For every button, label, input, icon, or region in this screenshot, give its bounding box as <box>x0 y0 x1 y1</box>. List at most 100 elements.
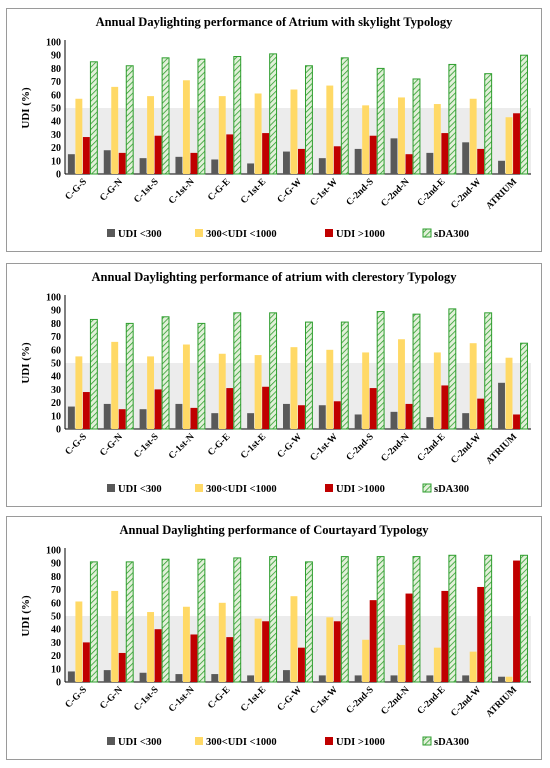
bar-udi-1000 <box>513 113 520 174</box>
bar-300-udi-1000 <box>182 80 190 174</box>
bar-udi-1000 <box>118 409 126 429</box>
x-tick-label: C-G-S <box>64 432 89 457</box>
bar-udi-300 <box>247 675 255 682</box>
bar-udi-1000 <box>190 152 198 174</box>
bar-300-udi-1000 <box>182 606 190 682</box>
bar-udi-300 <box>462 142 470 174</box>
x-tick-label: C-G-W <box>276 685 305 714</box>
chart-svg-skylight: Annual Daylighting performance of Atrium… <box>20 15 531 240</box>
bar-sda300 <box>269 312 278 430</box>
bar-udi-1000 <box>226 637 234 682</box>
bar-sda300 <box>269 556 278 683</box>
bar-300-udi-1000 <box>218 353 226 429</box>
y-axis-label: UDI (%) <box>20 87 32 129</box>
legend-swatch <box>422 483 432 493</box>
bar-sda300 <box>448 554 457 683</box>
bar-udi-300 <box>139 409 147 429</box>
y-tick-label: 40 <box>51 372 61 383</box>
bar-sda300 <box>161 57 170 175</box>
bar-udi-1000 <box>441 590 449 682</box>
bar-udi-1000 <box>190 634 198 682</box>
bar-udi-1000 <box>82 137 90 174</box>
bar-sda300 <box>520 54 528 175</box>
bar-300-udi-1000 <box>469 343 477 429</box>
chart-svg-clerestory: Annual Daylighting performance of atrium… <box>20 270 531 495</box>
x-tick-label: C-1st-W <box>309 432 341 464</box>
x-tick-label: C-G-W <box>276 177 305 206</box>
chart-svg-courtyard: Annual Daylighting performance of Courta… <box>20 523 531 748</box>
y-tick-label: 70 <box>51 77 61 88</box>
bar-300-udi-1000 <box>182 344 190 429</box>
y-tick-label: 10 <box>51 156 61 167</box>
bar-300-udi-1000 <box>362 639 370 682</box>
y-tick-label: 90 <box>51 559 61 570</box>
bar-sda300 <box>161 316 170 430</box>
y-tick-label: 100 <box>46 38 61 49</box>
bar-udi-1000 <box>154 389 162 429</box>
bar-300-udi-1000 <box>326 617 334 682</box>
bar-udi-1000 <box>333 401 341 429</box>
x-tick-label: C-2nd-W <box>449 685 483 719</box>
y-axis-label: UDI (%) <box>20 342 32 384</box>
bar-udi-300 <box>426 417 434 429</box>
bar-sda300 <box>125 322 134 430</box>
chart-panel-courtyard: Annual Daylighting performance of Courta… <box>6 516 542 760</box>
bar-udi-300 <box>175 156 183 174</box>
bar-sda300 <box>448 63 457 175</box>
y-tick-label: 20 <box>51 651 61 662</box>
bar-udi-300 <box>318 405 326 429</box>
bar-300-udi-1000 <box>290 89 298 174</box>
bar-udi-300 <box>498 382 505 429</box>
chart-title: Annual Daylighting performance of Courta… <box>120 523 430 537</box>
bar-udi-300 <box>318 675 326 682</box>
bar-sda300 <box>89 61 98 175</box>
bar-udi-300 <box>283 403 290 429</box>
bar-300-udi-1000 <box>111 341 119 429</box>
bar-udi-1000 <box>262 386 270 429</box>
x-tick-label: C-1st-S <box>132 685 160 713</box>
bar-udi-1000 <box>369 600 377 682</box>
bar-300-udi-1000 <box>469 651 477 682</box>
y-tick-label: 100 <box>46 293 61 304</box>
x-tick-label: C-G-N <box>98 177 125 204</box>
bar-300-udi-1000 <box>398 97 405 174</box>
bar-sda300 <box>376 311 385 430</box>
bar-sda300 <box>520 342 528 430</box>
bar-300-udi-1000 <box>398 645 405 682</box>
bar-sda300 <box>484 554 493 683</box>
bar-300-udi-1000 <box>147 96 155 174</box>
bar-300-udi-1000 <box>111 590 119 682</box>
bar-300-udi-1000 <box>326 349 334 429</box>
bar-300-udi-1000 <box>362 352 370 429</box>
bar-sda300 <box>233 56 242 175</box>
bar-300-udi-1000 <box>147 612 155 682</box>
bar-sda300 <box>197 58 206 175</box>
bar-udi-300 <box>103 150 111 174</box>
bar-300-udi-1000 <box>505 117 513 174</box>
y-tick-label: 30 <box>51 638 61 649</box>
bar-udi-300 <box>211 413 219 429</box>
legend-label: 300<UDI <1000 <box>206 229 277 240</box>
x-tick-label: C-1st-S <box>132 177 160 205</box>
legend-swatch <box>107 484 115 492</box>
bar-udi-1000 <box>513 414 520 429</box>
legend-swatch <box>195 229 203 237</box>
bar-300-udi-1000 <box>254 93 262 174</box>
x-tick-label: C-1st-E <box>239 685 268 714</box>
bar-300-udi-1000 <box>433 647 441 682</box>
bar-sda300 <box>412 78 421 175</box>
legend-label: 300<UDI <1000 <box>206 737 277 748</box>
x-tick-label: C-G-N <box>98 685 125 712</box>
bar-sda300 <box>305 65 313 175</box>
x-tick-label: C-1st-E <box>239 432 268 461</box>
bar-udi-300 <box>498 160 505 174</box>
y-tick-label: 50 <box>51 104 61 115</box>
y-tick-label: 50 <box>51 612 61 623</box>
legend-swatch <box>107 737 115 745</box>
bar-udi-300 <box>354 414 362 429</box>
bar-udi-1000 <box>369 135 377 174</box>
y-tick-label: 90 <box>51 51 61 62</box>
bar-300-udi-1000 <box>218 96 226 174</box>
y-tick-label: 100 <box>46 546 61 557</box>
y-tick-label: 70 <box>51 585 61 596</box>
